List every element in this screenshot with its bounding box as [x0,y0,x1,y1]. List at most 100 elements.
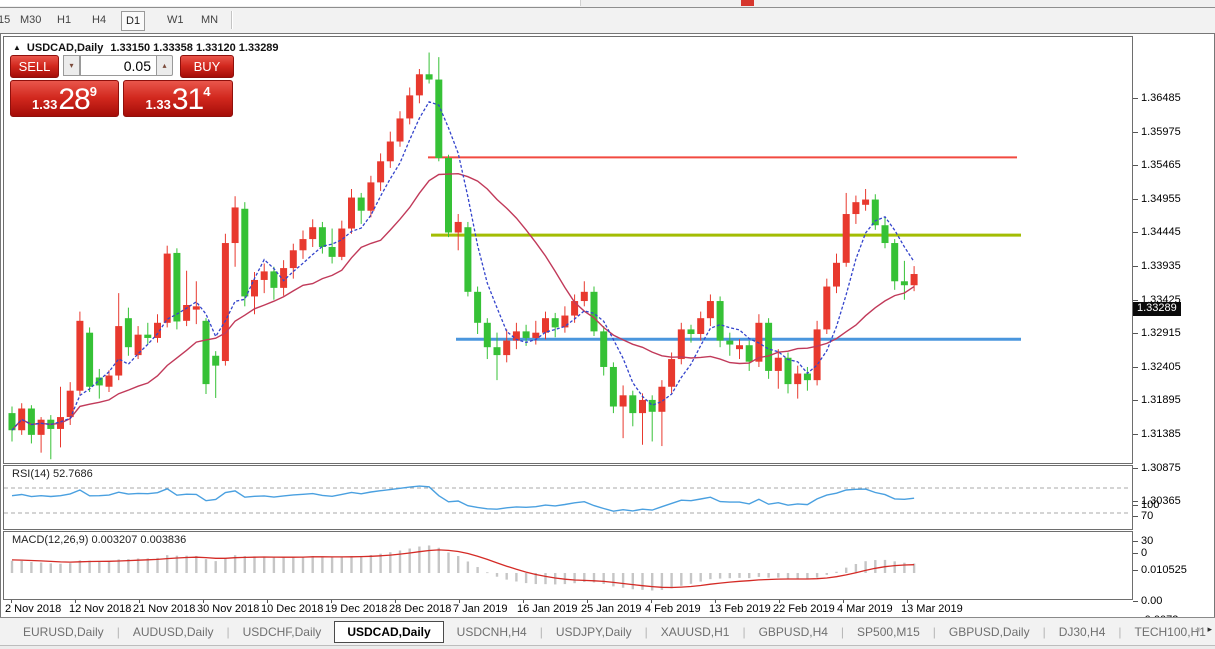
candle [425,52,433,84]
candle [609,362,617,414]
timeframe-button-m30[interactable]: M30 [20,14,42,26]
tab-separator: | [840,624,845,639]
ma-fast-line [11,101,915,431]
candle [677,322,685,365]
tab-scroll-left-icon[interactable]: ◂ [1194,624,1200,634]
tab-usdcad-daily[interactable]: USDCAD,Daily [334,620,444,643]
candle [202,318,210,394]
date-axis-label: 28 Dec 2018 [389,603,452,615]
date-axis-tick [843,600,844,603]
candle [348,188,355,234]
timeframe-toolbar: 15 M30 H1 H4 D1 W1 MN [0,8,1215,34]
candle [318,221,326,254]
top-toolbar-red-marker [741,0,754,6]
timeframe-button-mn[interactable]: MN [201,14,219,26]
candle [115,293,123,381]
candle [600,326,608,376]
ask-price-pip: 4 [203,84,211,99]
timeframe-button-15[interactable]: 15 [0,14,11,26]
candle [784,352,792,394]
candle [803,366,811,391]
candle [619,385,627,439]
candle [299,230,307,259]
candle [192,281,200,325]
candle [328,228,336,264]
candle [706,294,714,327]
tab-separator: | [932,624,936,639]
candle [386,131,394,168]
toolbar-separator [231,11,233,29]
candle [813,320,821,386]
candle [57,386,64,448]
date-axis-label: 13 Feb 2019 [709,603,771,615]
date-axis-label: 30 Nov 2018 [197,603,260,615]
date-axis-label: 12 Nov 2018 [69,603,132,615]
candle [765,318,773,379]
candle [590,286,598,336]
tab-xauusd-h1[interactable]: XAUUSD,H1 [660,624,730,639]
price-chart-pane[interactable]: ▲ USDCAD,Daily 1.33150 1.33358 1.33120 1.3… [3,36,1133,464]
rsi-indicator-pane[interactable]: RSI(14) 52.7686 [3,465,1133,530]
tab-dj30-h4[interactable]: DJ30,H4 [1058,624,1106,639]
sell-button[interactable]: SELL [10,55,59,78]
candle [881,217,889,249]
timeframe-button-d1[interactable]: D1 [121,11,146,31]
chart-window: ▲ USDCAD,Daily 1.33150 1.33358 1.33120 1.3… [0,33,1215,618]
buy-button[interactable]: BUY [180,55,234,78]
date-axis-label: 10 Dec 2018 [261,603,324,615]
chart-tabs: EURUSD,Daily | AUDUSD,Daily | USDCHF,Daily US… [10,618,1215,645]
tab-usdchf-daily[interactable]: USDCHF,Daily [242,624,322,639]
date-axis-tick [267,600,268,603]
candlestick-chart[interactable] [4,37,1132,463]
tab-sp500-m15[interactable]: SP500,M15 [857,624,920,639]
volume-input[interactable] [80,55,157,76]
candle [871,194,879,230]
candle [95,368,103,399]
candle [833,253,840,294]
macd-indicator-pane[interactable]: MACD(12,26,9) 0.003207 0.003836 [3,531,1133,600]
tab-tech100-h1[interactable]: TECH100,H1 [1134,624,1206,639]
date-axis-tick [75,600,76,603]
tab-audusd-daily[interactable]: AUDUSD,Daily [132,624,214,639]
collapse-triangle-icon[interactable]: ▲ [13,43,21,52]
candle [280,260,288,296]
volume-increase-button[interactable]: ▴ [156,55,173,76]
top-toolbar-remnant [0,0,1215,8]
candle [396,111,404,147]
timeframe-button-h1[interactable]: H1 [57,14,72,26]
volume-decrease-button[interactable]: ▾ [63,55,80,76]
date-axis-tick [459,600,460,603]
date-axis-label: 25 Jan 2019 [581,603,642,615]
candle [794,365,802,399]
candle [124,307,132,356]
rsi-chart[interactable] [4,466,1132,529]
tab-gbpusd-h4[interactable]: GBPUSD,H4 [758,624,828,639]
rsi-line [11,485,915,512]
ask-price-button[interactable]: 1.33 31 4 [123,80,233,117]
candle [406,87,414,125]
ask-price-prefix: 1.33 [145,97,171,112]
tab-scroll-right-icon[interactable]: ▸ [1207,624,1212,634]
date-axis-label: 19 Dec 2018 [325,603,388,615]
candle [338,220,346,261]
timeframe-button-h4[interactable]: H4 [92,14,107,26]
tab-usdcnh-h4[interactable]: USDCNH,H4 [456,624,527,639]
date-axis-tick [203,600,204,603]
rsi-label: RSI(14) 52.7686 [12,468,93,480]
candle [668,352,676,394]
candle [493,332,501,381]
macd-signal-line [11,549,915,589]
candle [241,202,249,307]
tab-gbpusd-daily[interactable]: GBPUSD,Daily [948,624,1030,639]
candle [580,281,588,307]
tab-eurusd-daily[interactable]: EURUSD,Daily [23,624,104,639]
macd-chart[interactable] [4,532,1132,599]
candle [629,390,637,427]
candle [891,239,899,290]
candle [774,349,782,389]
timeframe-button-w1[interactable]: W1 [167,14,184,26]
candle [47,415,55,460]
bid-price-button[interactable]: 1.33 28 9 [10,80,119,117]
tab-usdjpy-daily[interactable]: USDJPY,Daily [555,624,632,639]
tab-separator: | [1118,624,1122,639]
